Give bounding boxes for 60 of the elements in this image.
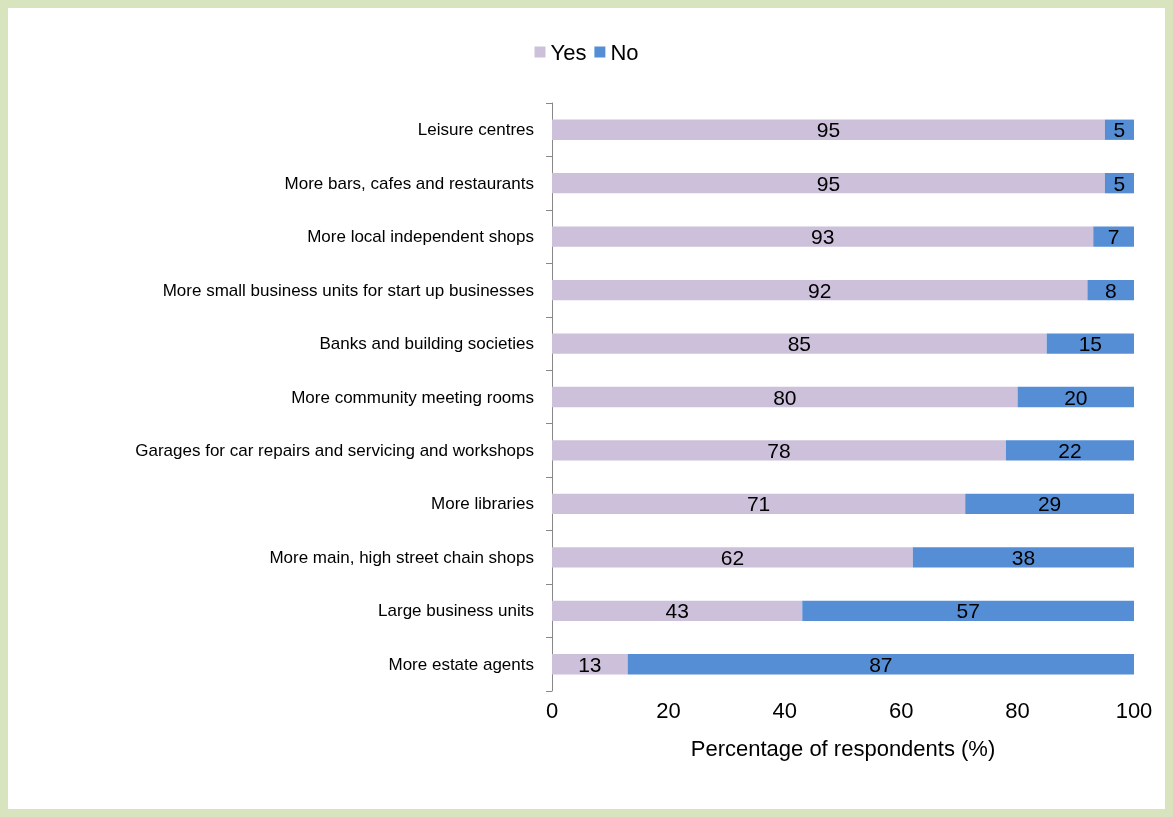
data-label: 71: [746, 492, 771, 516]
data-label: 85: [787, 332, 812, 356]
data-label: 62: [720, 545, 745, 569]
x-tick-label: 100: [1115, 697, 1153, 723]
data-label: 95: [816, 171, 841, 195]
y-tick-label: More local independent shops: [307, 227, 534, 247]
data-label: 13: [578, 652, 602, 676]
legend-label: Yes: [550, 39, 587, 65]
y-tick-label: Leisure centres: [417, 120, 534, 140]
x-tick-label: 0: [545, 697, 559, 723]
bar: [552, 279, 1088, 301]
y-tick-label: Banks and building societies: [319, 334, 534, 354]
bar: [1017, 386, 1134, 408]
y-tick-label: Garages for car repairs and servicing and workshops: [135, 440, 534, 460]
data-label: 93: [810, 225, 835, 249]
data-label: 92: [808, 278, 832, 302]
y-tick-label: More small business units for start up businesses: [162, 280, 534, 300]
legend-label: No: [610, 39, 639, 65]
x-tick-label: 40: [772, 697, 798, 723]
bar: [1005, 440, 1134, 461]
bar: [552, 600, 803, 621]
y-tick-label: More libraries: [431, 494, 534, 514]
x-tick-label: 80: [1005, 697, 1030, 723]
data-label: 87: [869, 652, 893, 676]
data-label: 7: [1107, 225, 1120, 249]
data-label: 5: [1113, 171, 1126, 195]
data-label: 5: [1113, 118, 1126, 142]
data-label: 20: [1064, 385, 1088, 409]
y-tick-label: More community meeting rooms: [291, 387, 534, 407]
bar: [802, 600, 1134, 621]
data-label: 95: [816, 118, 841, 142]
bar: [552, 386, 1018, 408]
y-tick-label: Large business units: [378, 601, 534, 621]
bar: [552, 333, 1047, 354]
bar: [552, 173, 1105, 194]
data-label: 29: [1037, 492, 1062, 516]
data-label: 15: [1078, 332, 1103, 356]
data-label: 22: [1058, 438, 1082, 462]
bar: [627, 654, 1134, 675]
x-tick-label: 20: [656, 697, 681, 723]
data-label: 80: [773, 385, 797, 409]
data-label: 57: [956, 599, 980, 623]
bar: [1046, 333, 1134, 354]
bar: [552, 440, 1006, 461]
bar: [552, 226, 1094, 247]
x-axis-title: Percentage of respondents (%): [690, 735, 996, 761]
x-tick-label: 60: [888, 697, 914, 723]
y-tick-label: More main, high street chain shops: [269, 547, 534, 567]
y-tick-label: More bars, cafes and restaurants: [284, 173, 534, 193]
data-label: 78: [767, 438, 791, 462]
bar: [965, 493, 1134, 515]
y-tick-label: More estate agents: [388, 654, 534, 674]
bar: [552, 119, 1105, 140]
data-label: 38: [1011, 545, 1036, 569]
bar: [552, 493, 966, 515]
bar: [912, 547, 1134, 568]
bar: [1093, 226, 1134, 247]
data-label: 8: [1104, 278, 1117, 302]
data-label: 43: [665, 599, 689, 623]
bar: [552, 547, 913, 568]
